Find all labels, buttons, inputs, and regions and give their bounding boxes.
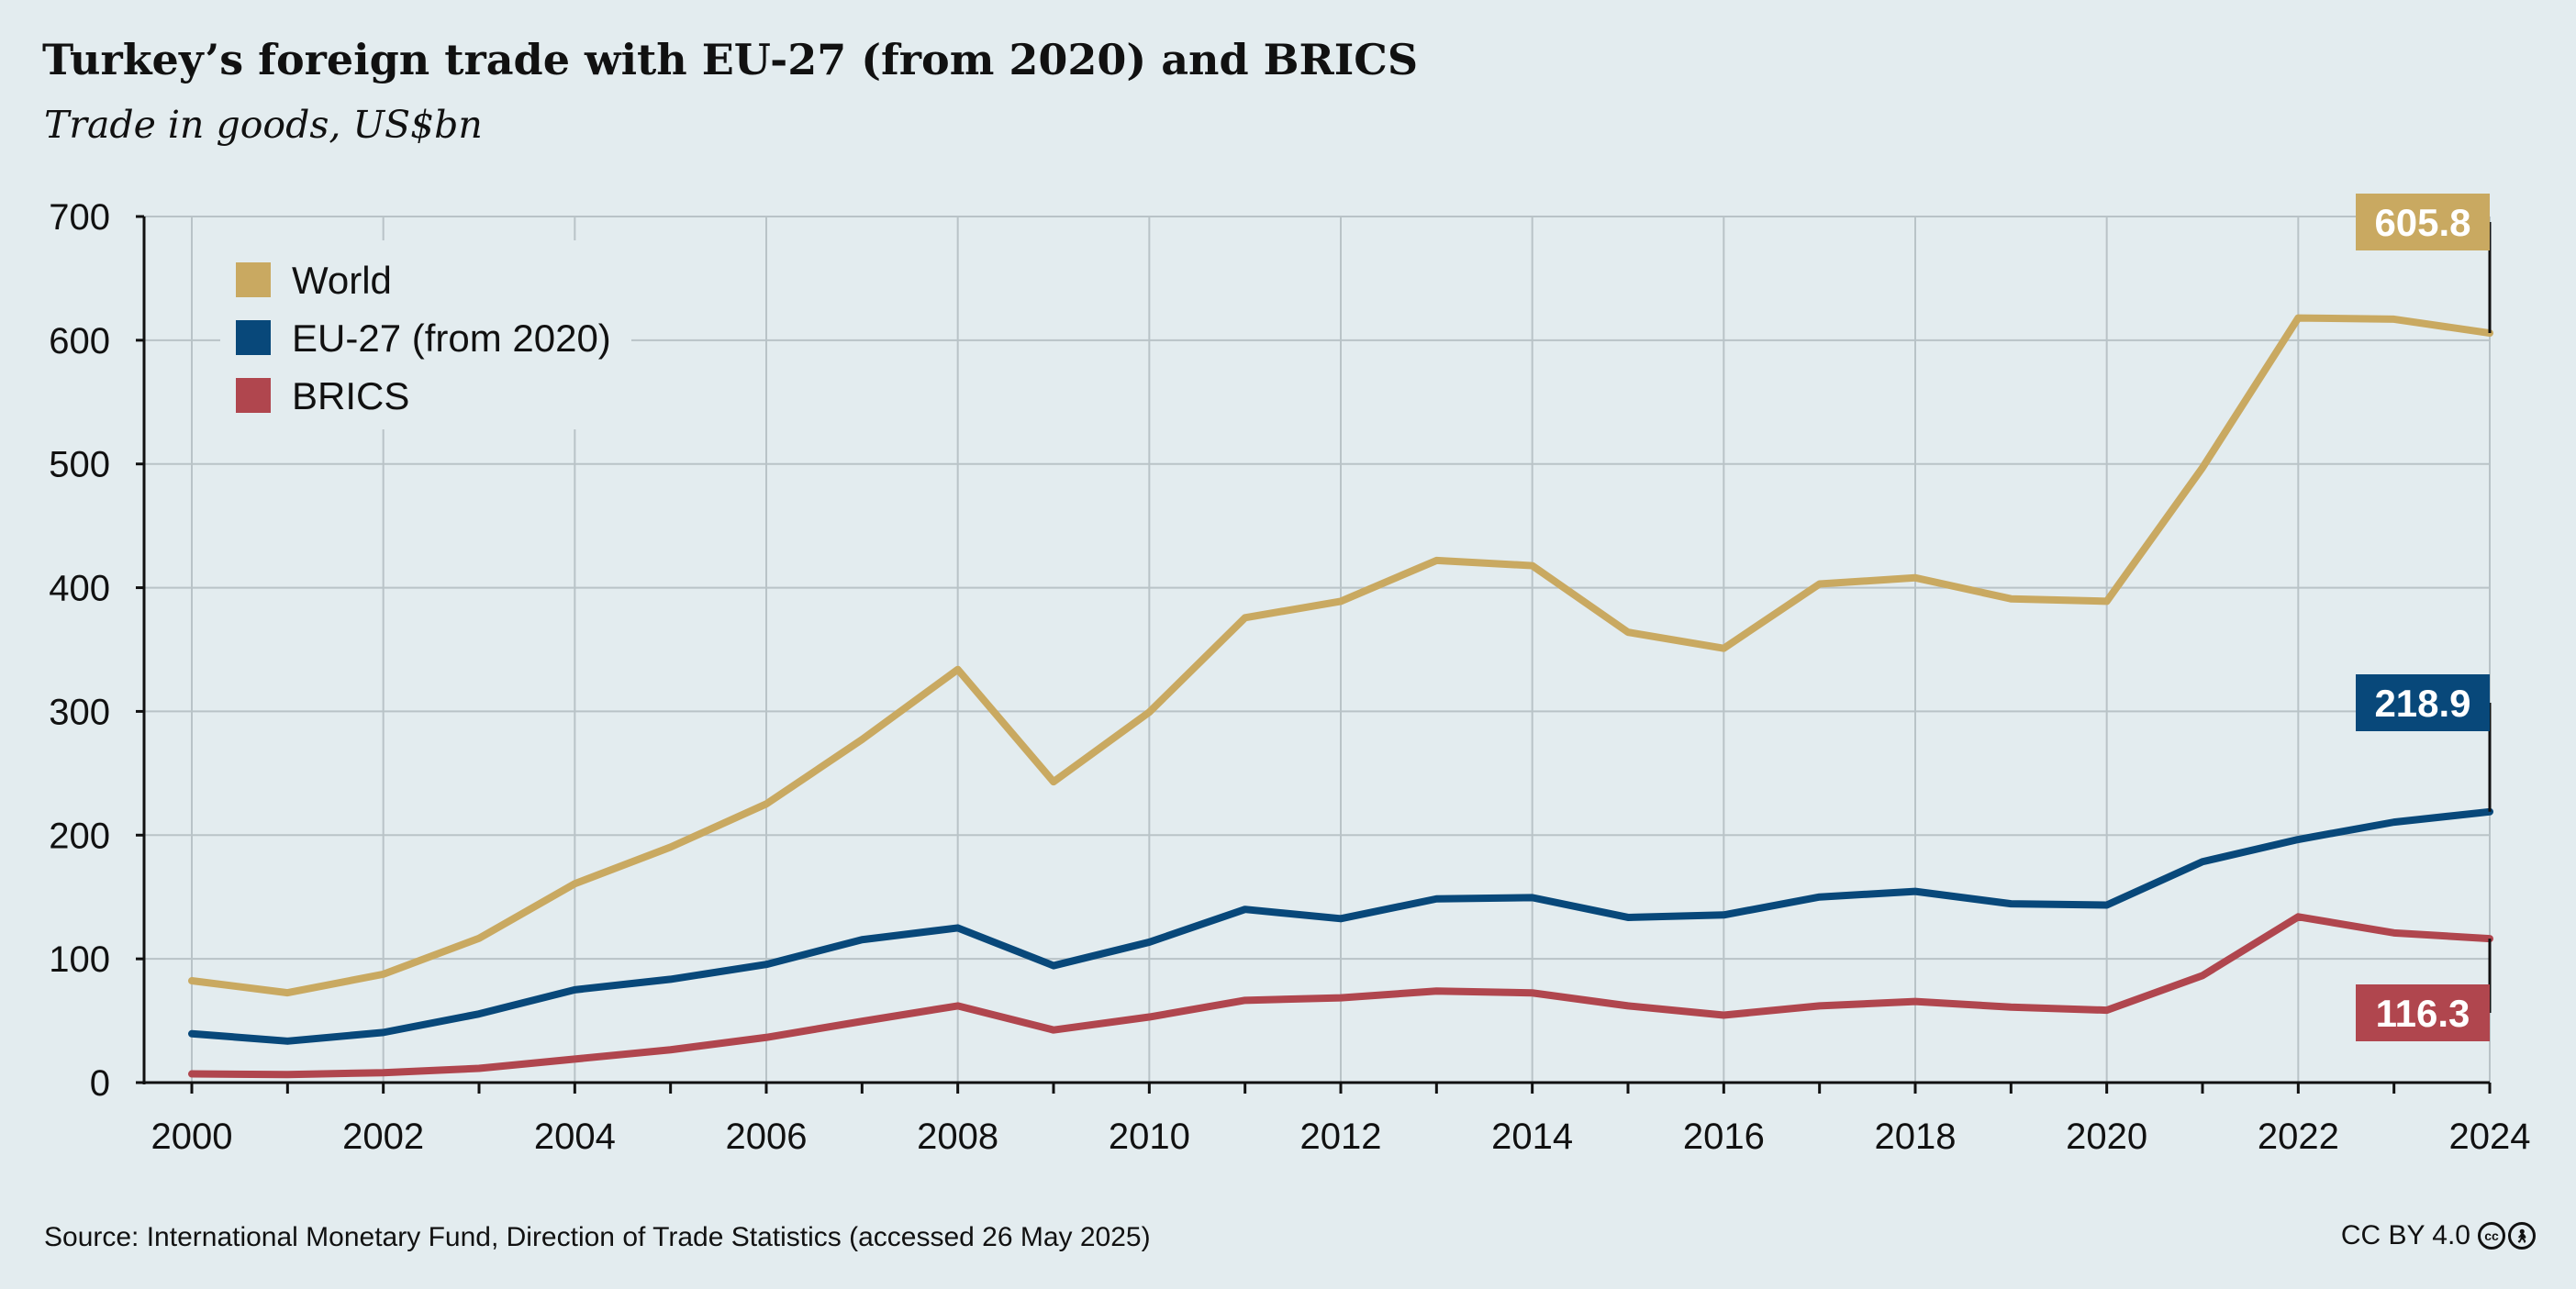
x-tick-label: 2022 [2258,1117,2339,1157]
x-tick-label: 2012 [1300,1117,1382,1157]
x-tick-label: 2000 [151,1117,233,1157]
series-line-world [188,314,2493,997]
end-value-label: 116.3 [2376,992,2470,1035]
x-tick-label: 2008 [917,1117,998,1157]
x-tick-label: 2004 [534,1117,616,1157]
x-tick-label: 2002 [342,1117,424,1157]
chart-title: Turkey’s foreign trade with EU-27 (from … [42,35,1419,84]
y-tick-label: 200 [49,816,110,856]
legend: World EU-27 (from 2020) BRICS [220,240,631,429]
series-lines [188,314,2493,1079]
series-line-brics [188,913,2493,1079]
end-label-box [2356,984,2490,1041]
legend-label: World [292,259,392,302]
y-tick-label: 600 [49,321,110,361]
legend-label: EU-27 (from 2020) [292,317,611,360]
series-line-eu-27-from-2020 [188,807,2493,1045]
cc-badge: cc 🚶︎ [2478,1222,2536,1250]
axes: 0 100 200 300 400 500 600 700 2000 2002 2004 2006 20… [49,197,2530,1157]
gridlines [144,216,2491,1083]
x-tick-label: 2018 [1875,1117,1957,1157]
end-value-label: 605.8 [2374,201,2470,244]
license-note[interactable]: CC BY 4.0 cc 🚶︎ [2341,1220,2536,1251]
end-label-box [2356,194,2490,250]
by-attribution-icon: 🚶︎ [2508,1222,2536,1250]
x-tick-label: 2006 [726,1117,808,1157]
y-tick-label: 100 [49,939,110,980]
legend-swatch [236,262,271,297]
legend-swatch [236,320,271,355]
source-note: Source: International Monetary Fund, Dir… [44,1222,1151,1252]
end-label-box [2356,674,2490,731]
y-tick-label: 0 [90,1063,110,1104]
x-tick-label: 2020 [2066,1117,2147,1157]
legend-swatch [236,378,271,413]
x-tick-label: 2016 [1683,1117,1765,1157]
end-value-labels: 605.8 218.9 116.3 [2356,194,2492,1041]
x-tick-label: 2024 [2449,1117,2531,1157]
license-text: CC BY 4.0 [2340,1220,2470,1250]
cc-icon: cc [2478,1222,2505,1250]
legend-background [220,240,631,429]
y-tick-label: 500 [49,445,110,485]
y-tick-label: 300 [49,692,110,732]
legend-label: BRICS [292,374,409,417]
x-tick-label: 2014 [1491,1117,1573,1157]
end-value-label: 218.9 [2374,682,2470,725]
y-tick-label: 400 [49,569,110,609]
x-tick-label: 2010 [1109,1117,1190,1157]
y-tick-label: 700 [49,197,110,238]
chart-subtitle: Trade in goods, US$bn [44,103,483,147]
